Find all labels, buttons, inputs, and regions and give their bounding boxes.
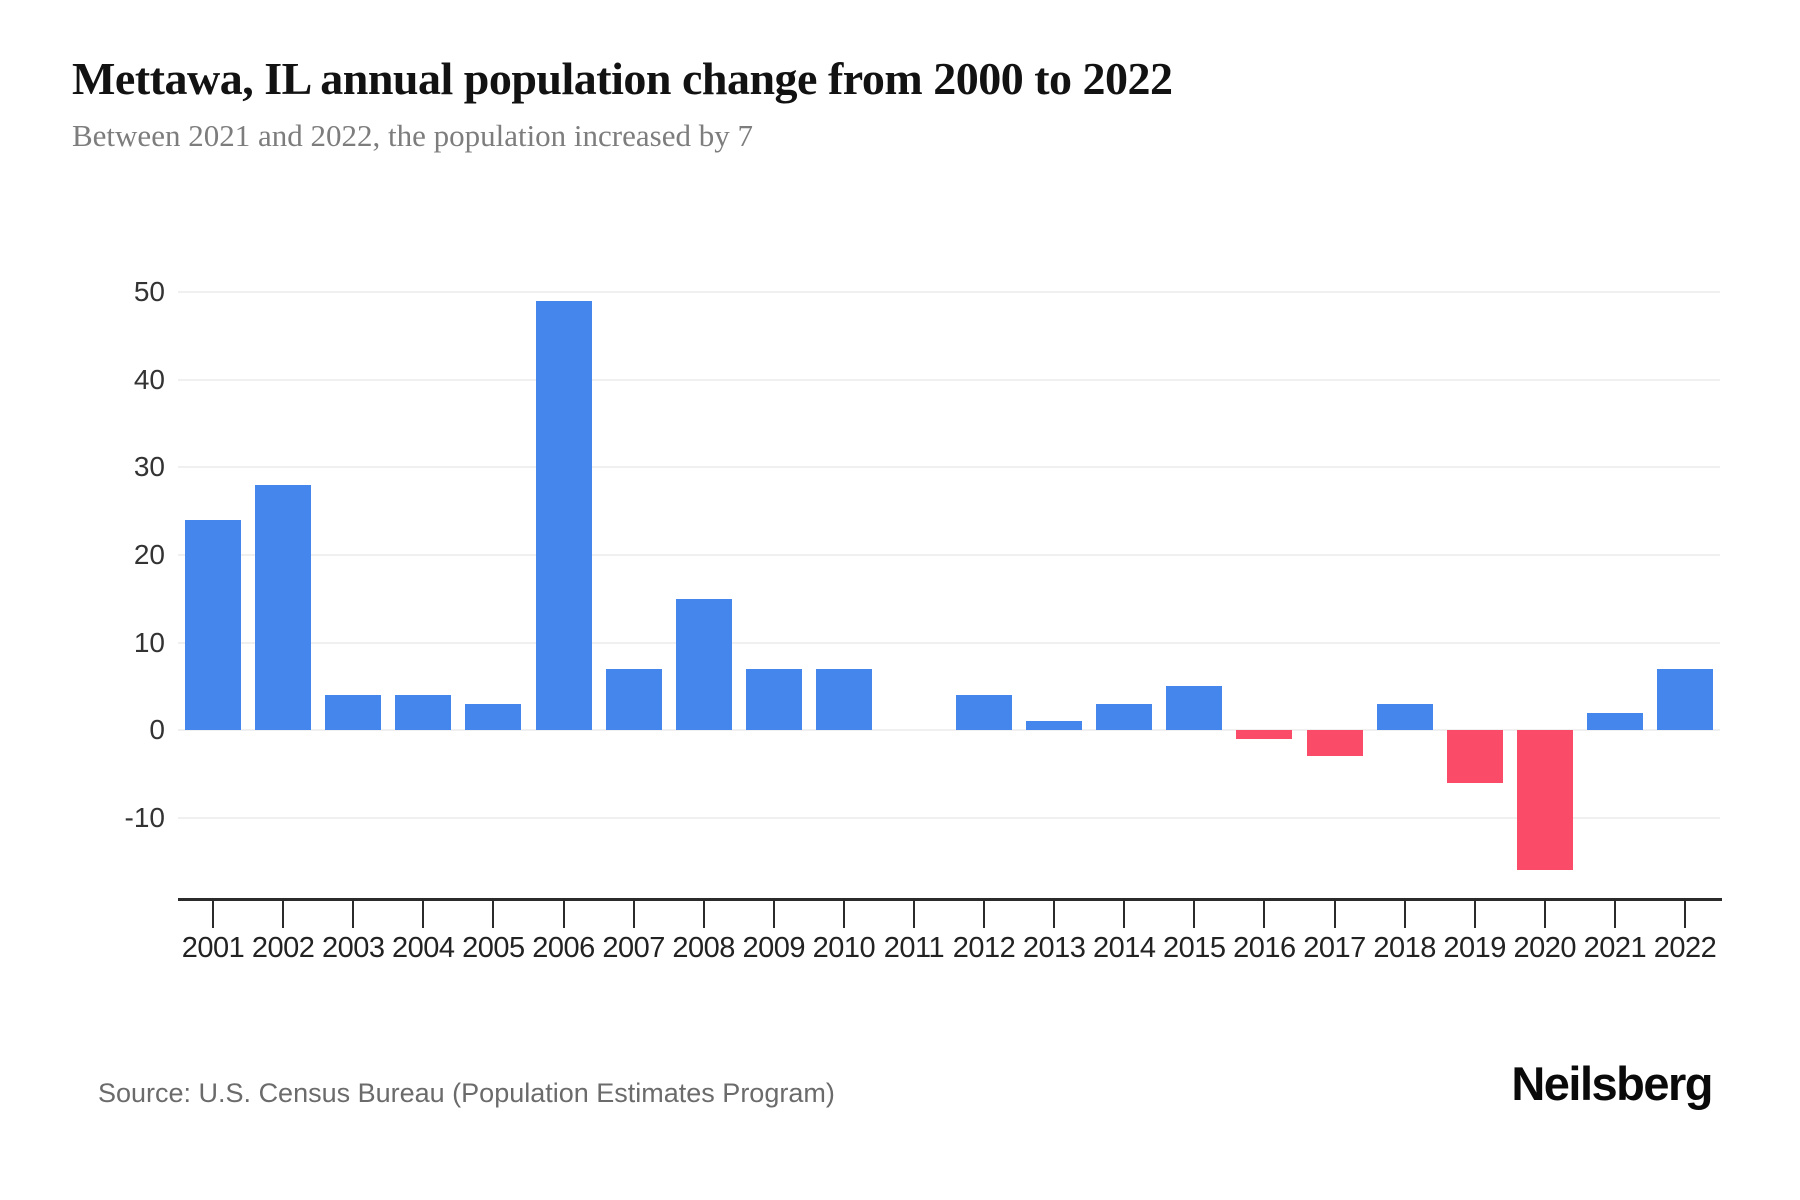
x-tick-2022: [1683, 901, 1686, 928]
bar-2001[interactable]: [185, 519, 242, 731]
gridline--10: [178, 816, 1720, 819]
x-axis-label-2012: 2012: [952, 932, 1016, 964]
bar-2016[interactable]: [1236, 730, 1293, 739]
bar-2010[interactable]: [815, 668, 872, 731]
x-tick-2020: [1543, 901, 1546, 928]
y-axis-label-0: 0: [149, 714, 165, 746]
x-axis-label-2009: 2009: [742, 932, 806, 964]
bar-2004[interactable]: [395, 695, 452, 731]
x-axis-label-2018: 2018: [1373, 932, 1436, 964]
bar-2007[interactable]: [605, 668, 662, 731]
x-tick-2019: [1473, 901, 1476, 928]
gridline-0: [178, 729, 1720, 732]
gridline-50: [178, 291, 1720, 294]
x-axis-label-2022: 2022: [1653, 932, 1717, 964]
x-axis-label-2015: 2015: [1163, 932, 1226, 964]
x-axis-label-2006: 2006: [532, 932, 595, 964]
x-axis-label-2019: 2019: [1443, 932, 1506, 964]
x-tick-2005: [492, 901, 495, 928]
y-axis-label-30: 30: [133, 451, 165, 483]
x-tick-2014: [1123, 901, 1126, 928]
x-axis-label-2004: 2004: [392, 932, 455, 964]
bar-2006[interactable]: [535, 300, 592, 731]
bar-2013[interactable]: [1026, 721, 1083, 731]
y-axis-label--10: -10: [124, 801, 165, 833]
bar-2002[interactable]: [255, 484, 312, 731]
x-tick-2003: [352, 901, 355, 928]
bar-2009[interactable]: [745, 668, 802, 731]
x-tick-2008: [702, 901, 705, 928]
x-axis-label-2020: 2020: [1513, 932, 1577, 964]
x-tick-2021: [1613, 901, 1616, 928]
chart-title: Mettawa, IL annual population change fro…: [72, 53, 1173, 104]
x-axis-label-2016: 2016: [1233, 932, 1296, 964]
x-tick-2009: [772, 901, 775, 928]
y-axis-label-50: 50: [133, 276, 165, 308]
x-axis-label-2003: 2003: [321, 932, 385, 964]
bar-2012[interactable]: [956, 695, 1013, 731]
x-axis-label-2013: 2013: [1022, 932, 1086, 964]
bar-chart-plot-area: [178, 230, 1720, 900]
x-axis-label-2021: 2021: [1583, 932, 1647, 964]
bar-2018[interactable]: [1376, 703, 1433, 731]
x-tick-2007: [632, 901, 635, 928]
x-tick-2012: [983, 901, 986, 928]
bar-2022[interactable]: [1656, 668, 1713, 731]
x-axis-label-2002: 2002: [251, 932, 315, 964]
x-tick-2010: [842, 901, 845, 928]
x-tick-2006: [562, 901, 565, 928]
y-axis-label-10: 10: [133, 626, 165, 658]
x-axis-label-2007: 2007: [602, 932, 665, 964]
bar-2003[interactable]: [325, 695, 382, 731]
x-axis-label-2011: 2011: [883, 932, 945, 964]
x-tick-2013: [1053, 901, 1056, 928]
bar-2015[interactable]: [1166, 686, 1223, 731]
x-tick-2018: [1403, 901, 1406, 928]
bar-2005[interactable]: [465, 703, 522, 731]
x-tick-2002: [282, 901, 285, 928]
x-axis-line: [178, 898, 1722, 901]
bar-2014[interactable]: [1096, 703, 1153, 731]
y-axis-label-20: 20: [133, 538, 165, 570]
x-axis-label-2010: 2010: [812, 932, 876, 964]
y-axis-label-40: 40: [133, 363, 165, 395]
gridline-40: [178, 378, 1720, 381]
bar-2020[interactable]: [1516, 730, 1573, 871]
x-axis-label-2008: 2008: [672, 932, 735, 964]
bar-2019[interactable]: [1446, 730, 1503, 783]
source-text: Source: U.S. Census Bureau (Population E…: [98, 1078, 835, 1108]
bar-2008[interactable]: [675, 598, 732, 731]
x-tick-2017: [1333, 901, 1336, 928]
x-tick-2004: [422, 901, 425, 928]
x-tick-2015: [1193, 901, 1196, 928]
gridline-10: [178, 641, 1720, 644]
neilsberg-logo[interactable]: Neilsberg: [1511, 1057, 1713, 1110]
bar-2021[interactable]: [1586, 712, 1643, 731]
gridline-30: [178, 466, 1720, 469]
x-tick-2001: [212, 901, 215, 928]
gridline-20: [178, 553, 1720, 556]
x-axis-label-2017: 2017: [1303, 932, 1366, 964]
x-tick-2016: [1263, 901, 1266, 928]
x-axis-label-2014: 2014: [1092, 932, 1156, 964]
x-axis-label-2001: 2001: [181, 932, 245, 964]
chart-subtitle: Between 2021 and 2022, the population in…: [72, 118, 753, 153]
x-axis-label-2005: 2005: [462, 932, 525, 964]
bar-2017[interactable]: [1306, 730, 1363, 757]
x-tick-2011: [912, 901, 915, 928]
